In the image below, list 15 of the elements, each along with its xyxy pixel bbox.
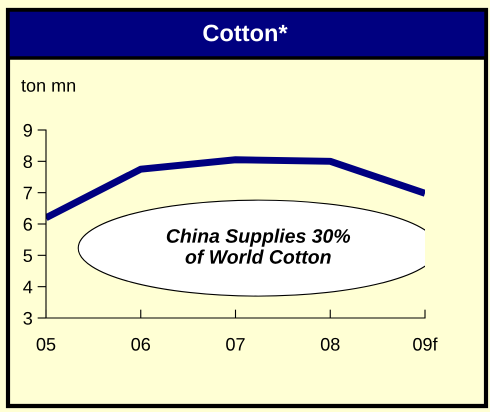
x-tick-label: 05 bbox=[36, 338, 56, 351]
annotation: China Supplies 30% of World Cotton bbox=[166, 228, 350, 264]
y-tick-label: 7 bbox=[24, 186, 32, 200]
y-tick-label: 5 bbox=[23, 249, 32, 262]
x-tick-label: 08 bbox=[320, 338, 340, 351]
y-axis-title: ton mn bbox=[21, 80, 76, 92]
x-tick-label: 06 bbox=[131, 338, 150, 351]
y-tick-label: 3 bbox=[23, 312, 32, 325]
x-tick-label: 07 bbox=[226, 338, 245, 351]
x-tick-label: 09f bbox=[413, 337, 438, 351]
y-tick-label: 8 bbox=[24, 155, 32, 168]
y-tick-label: 9 bbox=[24, 124, 32, 137]
y-tick-label: 6 bbox=[24, 218, 32, 231]
chart-title: Cotton* bbox=[203, 24, 288, 42]
y-tick-label: 4 bbox=[23, 280, 32, 294]
